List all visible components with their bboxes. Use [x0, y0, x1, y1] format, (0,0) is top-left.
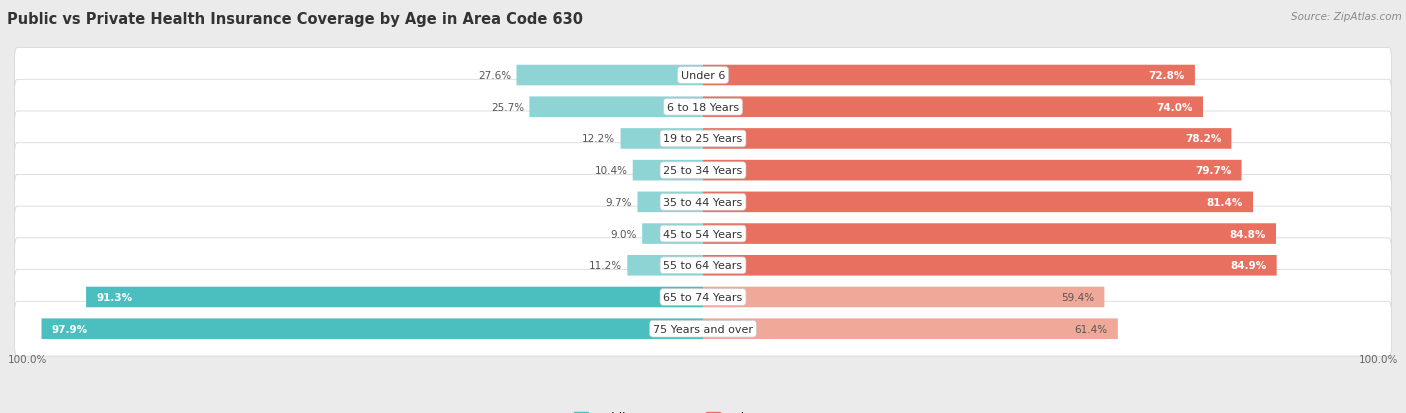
Text: 65 to 74 Years: 65 to 74 Years [664, 292, 742, 302]
Legend: Public Insurance, Private Insurance: Public Insurance, Private Insurance [569, 406, 837, 413]
Text: 6 to 18 Years: 6 to 18 Years [666, 102, 740, 112]
FancyBboxPatch shape [703, 224, 1277, 244]
Text: Source: ZipAtlas.com: Source: ZipAtlas.com [1291, 12, 1402, 22]
Text: 72.8%: 72.8% [1149, 71, 1185, 81]
FancyBboxPatch shape [14, 301, 1392, 356]
FancyBboxPatch shape [14, 112, 1392, 166]
FancyBboxPatch shape [703, 192, 1253, 213]
Text: 97.9%: 97.9% [52, 324, 87, 334]
FancyBboxPatch shape [627, 255, 703, 276]
FancyBboxPatch shape [633, 161, 703, 181]
FancyBboxPatch shape [529, 97, 703, 118]
FancyBboxPatch shape [516, 66, 703, 86]
Text: 84.8%: 84.8% [1229, 229, 1265, 239]
FancyBboxPatch shape [14, 270, 1392, 325]
FancyBboxPatch shape [703, 255, 1277, 276]
FancyBboxPatch shape [14, 143, 1392, 198]
Text: 91.3%: 91.3% [96, 292, 132, 302]
Text: Public vs Private Health Insurance Coverage by Age in Area Code 630: Public vs Private Health Insurance Cover… [7, 12, 583, 27]
FancyBboxPatch shape [703, 287, 1104, 308]
FancyBboxPatch shape [42, 318, 703, 339]
FancyBboxPatch shape [14, 175, 1392, 230]
Text: 81.4%: 81.4% [1206, 197, 1243, 207]
FancyBboxPatch shape [14, 80, 1392, 135]
FancyBboxPatch shape [703, 161, 1241, 181]
Text: Under 6: Under 6 [681, 71, 725, 81]
Text: 61.4%: 61.4% [1074, 324, 1108, 334]
Text: 27.6%: 27.6% [478, 71, 512, 81]
FancyBboxPatch shape [703, 318, 1118, 339]
Text: 45 to 54 Years: 45 to 54 Years [664, 229, 742, 239]
FancyBboxPatch shape [703, 97, 1204, 118]
Text: 35 to 44 Years: 35 to 44 Years [664, 197, 742, 207]
FancyBboxPatch shape [703, 66, 1195, 86]
Text: 74.0%: 74.0% [1156, 102, 1192, 112]
FancyBboxPatch shape [14, 206, 1392, 261]
FancyBboxPatch shape [620, 129, 703, 150]
FancyBboxPatch shape [703, 129, 1232, 150]
Text: 84.9%: 84.9% [1230, 261, 1267, 271]
Text: 9.0%: 9.0% [610, 229, 637, 239]
FancyBboxPatch shape [643, 224, 703, 244]
Text: 75 Years and over: 75 Years and over [652, 324, 754, 334]
FancyBboxPatch shape [637, 192, 703, 213]
FancyBboxPatch shape [14, 238, 1392, 293]
Text: 9.7%: 9.7% [606, 197, 633, 207]
Text: 25 to 34 Years: 25 to 34 Years [664, 166, 742, 176]
FancyBboxPatch shape [14, 48, 1392, 103]
Text: 19 to 25 Years: 19 to 25 Years [664, 134, 742, 144]
Text: 12.2%: 12.2% [582, 134, 616, 144]
Text: 78.2%: 78.2% [1185, 134, 1222, 144]
Text: 11.2%: 11.2% [589, 261, 621, 271]
Text: 25.7%: 25.7% [491, 102, 524, 112]
Text: 79.7%: 79.7% [1195, 166, 1232, 176]
FancyBboxPatch shape [86, 287, 703, 308]
Text: 10.4%: 10.4% [595, 166, 627, 176]
Text: 59.4%: 59.4% [1062, 292, 1094, 302]
Text: 55 to 64 Years: 55 to 64 Years [664, 261, 742, 271]
